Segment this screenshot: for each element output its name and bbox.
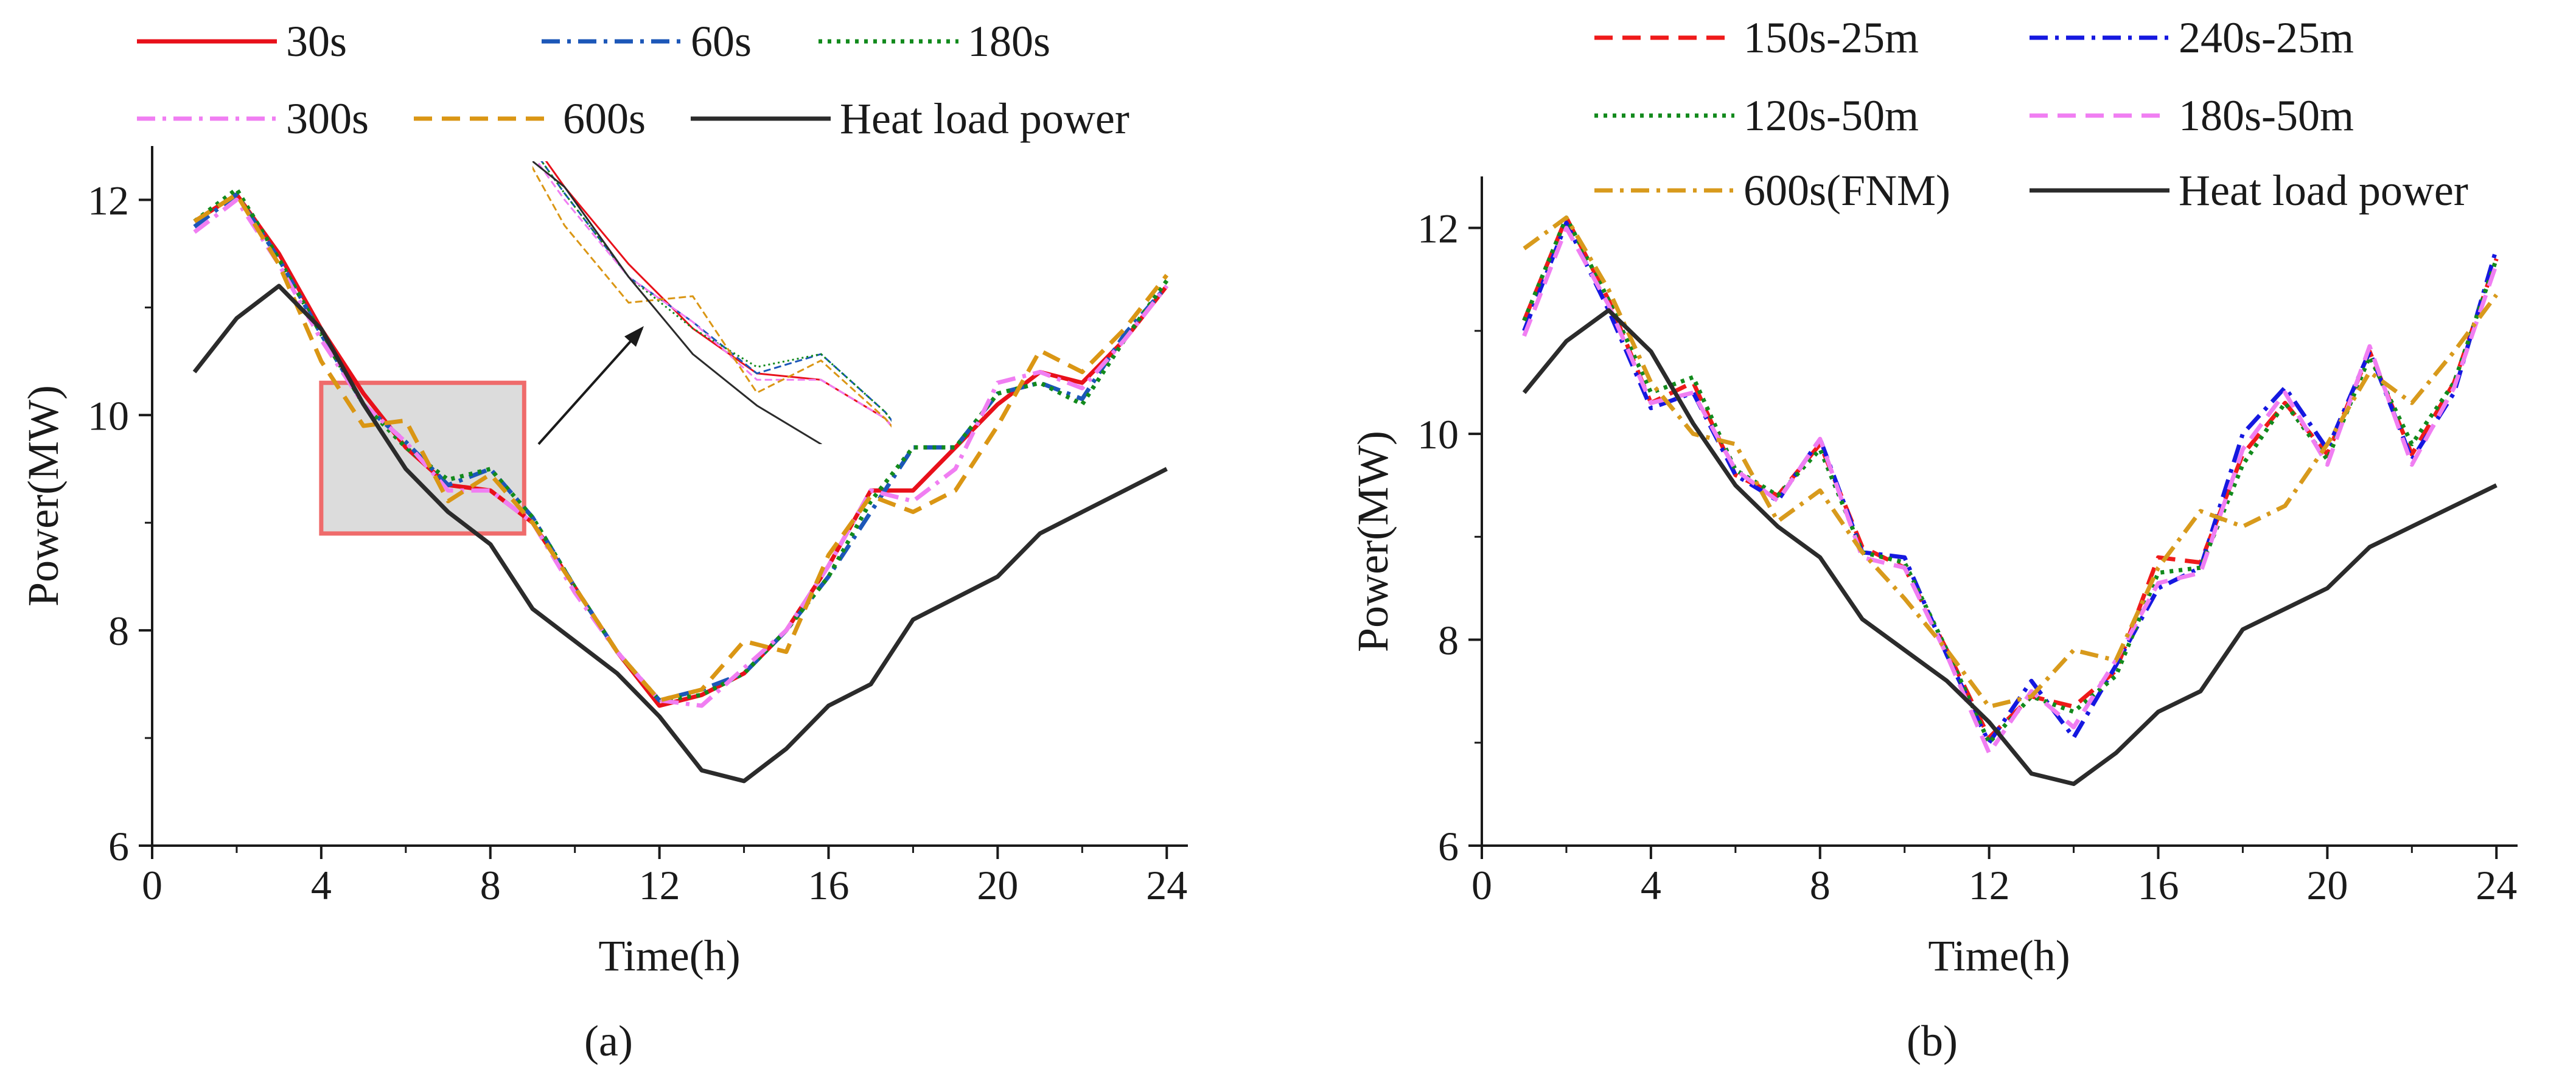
x-tick-label: 0	[1471, 862, 1492, 908]
inset-series-line	[532, 161, 823, 444]
legend-label: 180s	[968, 17, 1050, 66]
series-line-180s	[193, 187, 1169, 703]
axes-b: 0 4 8 12 16 20 24 6 8 10 12	[1417, 176, 2518, 908]
legend-item: 150s-25m	[1594, 13, 1919, 62]
legend-label: Heat load power	[2179, 166, 2468, 215]
legend-label: 30s	[286, 17, 347, 66]
legend-item: 60s	[542, 17, 752, 66]
y-tick-label: 10	[1417, 411, 1459, 458]
axes-a: 0 4 8 12 16 20 24 6 8 10 12	[88, 146, 1188, 908]
y-tick-label: 12	[88, 177, 129, 223]
y-tick-label: 6	[1438, 823, 1459, 869]
x-tick-label: 12	[1969, 862, 2010, 908]
x-tick-label: 20	[2306, 862, 2348, 908]
legend-a: 30s 60s 180s 300s 600s Heat load power	[137, 17, 1129, 143]
panel-b-chart: 0 4 8 12 16 20 24 6 8 10 12 Time(h) Power(MW) 150s…	[1349, 13, 2518, 1065]
series-line-60s	[193, 192, 1168, 703]
y-tick-label: 8	[108, 608, 129, 654]
zoom-arrow-head	[624, 326, 644, 347]
x-tick-label: 0	[142, 862, 162, 908]
legend-label: 240s-25m	[2179, 13, 2354, 62]
plot-area-a	[192, 187, 1169, 784]
series-line-180s-50m	[1522, 226, 2499, 756]
legend-label: 60s	[691, 17, 752, 66]
x-tick-label: 24	[1146, 862, 1187, 908]
legend-item: 180s-50m	[2030, 91, 2354, 140]
y-tick-label: 8	[1438, 618, 1459, 664]
y-tick-label: 10	[88, 392, 129, 439]
series-line-120s-50m	[1522, 215, 2499, 745]
legend-item: Heat load power	[691, 94, 1129, 143]
x-tick-label: 16	[2138, 862, 2179, 908]
legend-item: 600s	[414, 94, 646, 143]
x-tick-label: 20	[977, 862, 1018, 908]
legend-label: 300s	[286, 94, 369, 143]
series-line-600s-fnm-	[1523, 215, 2499, 709]
y-axis-title-a: Power(MW)	[19, 385, 68, 607]
series-line-240s-25m	[1522, 220, 2499, 745]
legend-item: 600s(FNM)	[1594, 166, 1950, 215]
x-tick-label: 4	[311, 862, 332, 908]
x-axis-title-a: Time(h)	[598, 931, 740, 980]
series-line-heat-load-power	[192, 284, 1168, 784]
legend-item: 240s-25m	[2030, 13, 2354, 62]
x-axis-title-b: Time(h)	[1928, 931, 2070, 980]
x-tick-label: 8	[1810, 862, 1831, 908]
inset-series-line	[545, 161, 892, 428]
legend-label: 180s-50m	[2179, 91, 2354, 140]
x-tick-label: 24	[2476, 862, 2517, 908]
x-tick-label: 12	[639, 862, 680, 908]
panel-label-a: (a)	[584, 1017, 633, 1065]
x-tick-label: 16	[808, 862, 850, 908]
y-tick-label: 12	[1417, 206, 1459, 252]
legend-label: 150s-25m	[1744, 13, 1919, 62]
series-line-30s	[193, 192, 1169, 708]
panel-label-b: (b)	[1907, 1017, 1958, 1065]
panel-a-chart: 0 4 8 12 16 20 24 6 8 10 12 Time(h) Power(MW) 30s 6…	[19, 17, 1188, 1065]
series-line-600s	[193, 192, 1169, 703]
series-line-300s	[193, 198, 1169, 708]
y-tick-label: 6	[108, 823, 129, 869]
x-tick-label: 4	[1641, 862, 1661, 908]
legend-item: 120s-50m	[1594, 91, 1919, 140]
legend-item: 30s	[137, 17, 347, 66]
legend-item: Heat load power	[2030, 166, 2468, 215]
series-line-heat-load-power	[1522, 308, 2497, 786]
zoom-inset	[532, 161, 892, 445]
legend-label: 600s(FNM)	[1744, 166, 1950, 215]
zoom-arrow	[537, 327, 643, 445]
x-tick-label: 8	[480, 862, 501, 908]
series-line-150s-25m	[1522, 215, 2499, 740]
legend-item: 300s	[137, 94, 369, 143]
legend-label: 120s-50m	[1744, 91, 1919, 140]
legend-b: 150s-25m 240s-25m 120s-50m 180s-50m 600s(FNM…	[1594, 13, 2468, 215]
legend-label: 600s	[563, 94, 646, 143]
plot-area-b	[1522, 215, 2499, 786]
legend-label: Heat load power	[840, 94, 1129, 143]
y-axis-title-b: Power(MW)	[1349, 431, 1397, 652]
zoom-inset-lines	[532, 161, 892, 444]
legend-item: 180s	[819, 17, 1050, 66]
